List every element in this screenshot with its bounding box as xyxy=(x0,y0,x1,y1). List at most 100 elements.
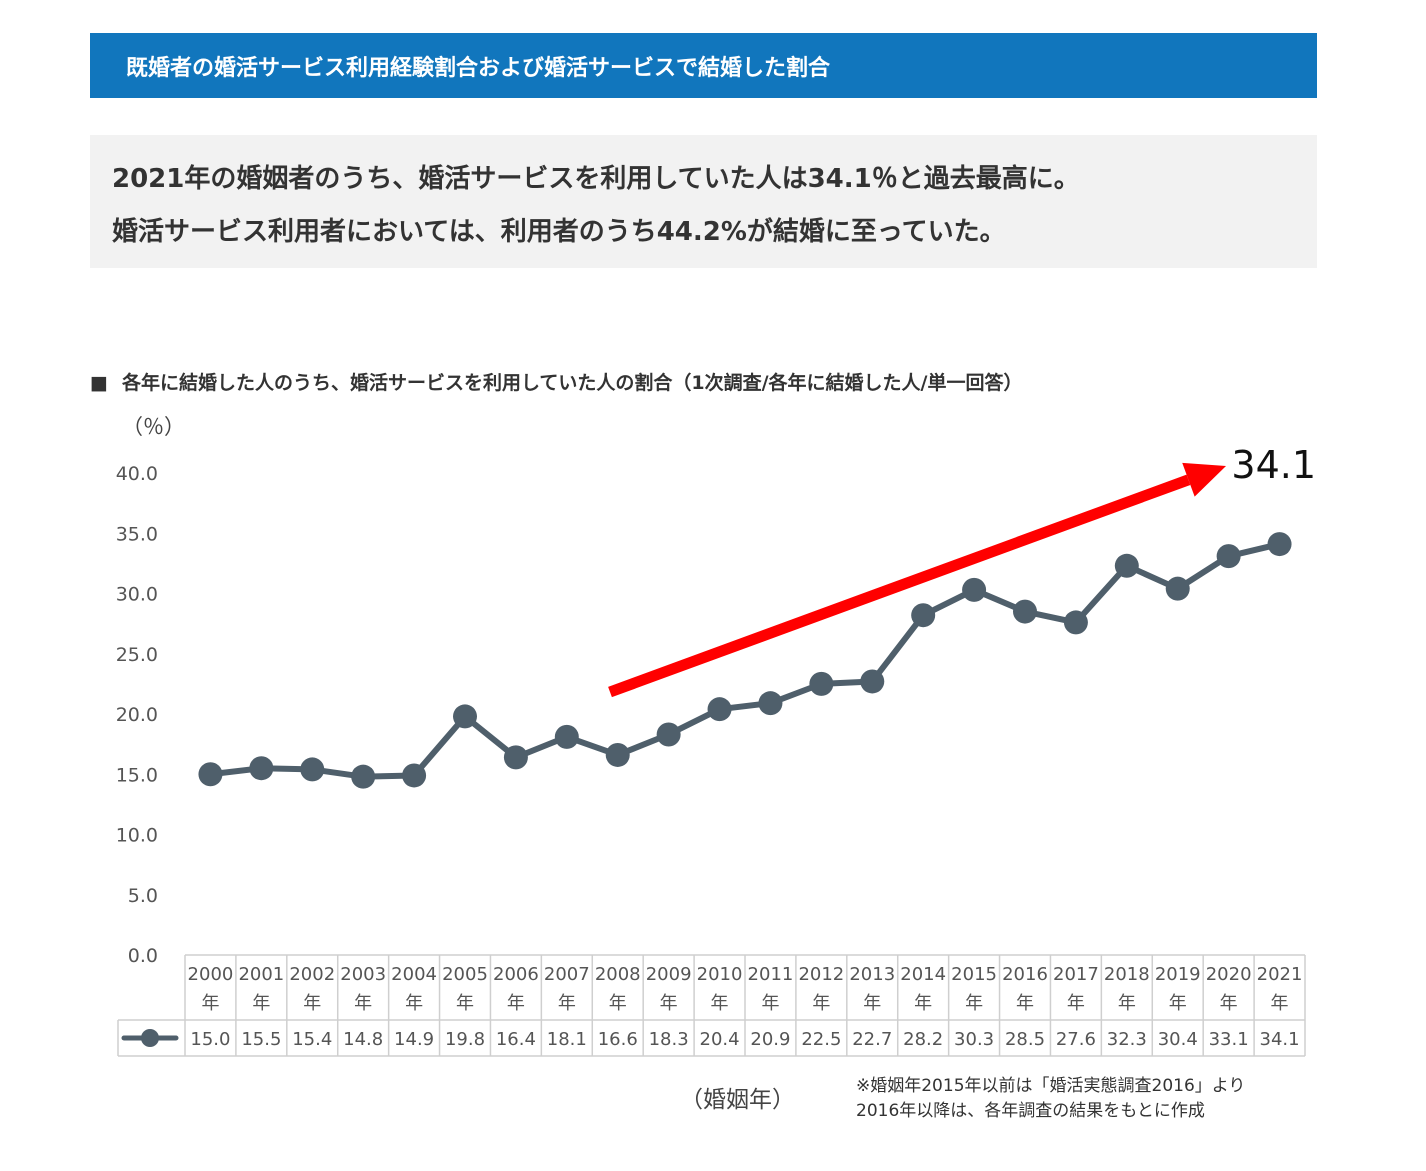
data-label: 16.4 xyxy=(496,1029,536,1050)
data-point xyxy=(962,577,987,602)
series-line xyxy=(210,541,1281,780)
data-label: 18.1 xyxy=(547,1029,587,1050)
data-label: 22.7 xyxy=(852,1029,892,1050)
data-point xyxy=(1216,544,1241,569)
data-point xyxy=(351,764,376,789)
x-tick-label: 2021 xyxy=(1257,964,1303,985)
y-tick-label: 25.0 xyxy=(116,644,158,666)
data-label: 15.0 xyxy=(190,1029,230,1050)
x-tick-label: 2005 xyxy=(442,964,488,985)
x-tick-label: 2009 xyxy=(646,964,692,985)
x-tick-label: 2012 xyxy=(798,964,844,985)
x-tick-label: 2019 xyxy=(1155,964,1201,985)
trend-arrow-head xyxy=(1182,462,1226,497)
data-label: 34.1 xyxy=(1260,1029,1300,1050)
x-tick-label: 2014 xyxy=(900,964,946,985)
data-point xyxy=(554,724,579,749)
data-point xyxy=(300,757,325,782)
data-point xyxy=(1013,599,1037,624)
x-tick-label-suffix: 年 xyxy=(405,993,423,1014)
x-tick-label-suffix: 年 xyxy=(252,993,270,1014)
data-label: 32.3 xyxy=(1107,1029,1147,1050)
footnote-line-1: ※婚姻年2015年以前は「婚活実態調査2016」より xyxy=(856,1076,1246,1096)
data-label: 28.5 xyxy=(1005,1029,1045,1050)
x-tick-label-suffix: 年 xyxy=(660,993,678,1014)
x-tick-label: 2006 xyxy=(493,964,539,985)
x-tick-label-suffix: 年 xyxy=(507,993,525,1014)
y-tick-label: 5.0 xyxy=(128,885,158,907)
x-tick-label-suffix: 年 xyxy=(1118,993,1136,1014)
trend-arrow-shaft xyxy=(608,474,1191,698)
summary-line-1: 2021年の婚姻者のうち、婚活サービスを利用していた人は34.1％と過去最高に。 xyxy=(112,164,1080,194)
data-point xyxy=(656,722,681,747)
x-tick-label: 2003 xyxy=(340,964,386,985)
x-tick-label: 2002 xyxy=(289,964,335,985)
data-label: 20.9 xyxy=(750,1029,790,1050)
x-tick-label: 2018 xyxy=(1104,964,1150,985)
x-tick-label-suffix: 年 xyxy=(965,993,983,1014)
y-tick-label: 15.0 xyxy=(116,764,158,786)
x-tick-label-suffix: 年 xyxy=(1169,993,1187,1014)
data-label: 15.5 xyxy=(241,1029,281,1050)
data-point xyxy=(860,669,885,694)
y-tick-label: 10.0 xyxy=(116,825,158,847)
data-label: 20.4 xyxy=(700,1029,740,1050)
legend-marker xyxy=(141,1029,159,1047)
x-axis-label: （婚姻年） xyxy=(680,1087,795,1113)
x-tick-label-suffix: 年 xyxy=(914,993,932,1014)
x-tick-label: 2020 xyxy=(1206,964,1252,985)
x-tick-label-suffix: 年 xyxy=(1220,993,1238,1014)
square-bullet-icon: ■ xyxy=(90,372,108,394)
chart-caption-text: 各年に結婚した人のうち、婚活サービスを利用していた人の割合（1次調査/各年に結婚… xyxy=(121,372,1023,394)
data-label: 19.8 xyxy=(445,1029,485,1050)
x-tick-label-suffix: 年 xyxy=(456,993,474,1014)
x-tick-label: 2013 xyxy=(849,964,895,985)
x-tick-label-suffix: 年 xyxy=(1016,993,1034,1014)
y-tick-label: 40.0 xyxy=(116,463,158,485)
data-point xyxy=(198,762,223,787)
x-tick-label: 2010 xyxy=(697,964,743,985)
data-point xyxy=(1165,576,1190,601)
y-tick-label: 35.0 xyxy=(116,523,158,545)
data-point xyxy=(402,763,427,788)
footnote-line-2: 2016年以降は、各年調査の結果をもとに作成 xyxy=(856,1101,1205,1121)
x-tick-label: 2007 xyxy=(544,964,590,985)
data-point xyxy=(758,691,783,716)
x-tick-label-suffix: 年 xyxy=(863,993,881,1014)
data-label: 33.1 xyxy=(1209,1029,1249,1050)
x-tick-label-suffix: 年 xyxy=(812,993,830,1014)
data-point xyxy=(503,745,528,770)
x-tick-label: 2011 xyxy=(748,964,794,985)
x-tick-label: 2001 xyxy=(238,964,284,985)
x-tick-label: 2016 xyxy=(1002,964,1048,985)
x-tick-label-suffix: 年 xyxy=(1067,993,1085,1014)
data-point xyxy=(1267,532,1292,557)
x-tick-label-suffix: 年 xyxy=(711,993,729,1014)
x-tick-label: 2015 xyxy=(951,964,997,985)
x-tick-label-suffix: 年 xyxy=(761,993,779,1014)
x-tick-label: 2008 xyxy=(595,964,641,985)
data-label: 30.3 xyxy=(954,1029,994,1050)
x-tick-label-suffix: 年 xyxy=(609,993,627,1014)
x-tick-label-suffix: 年 xyxy=(201,993,219,1014)
x-tick-label: 2004 xyxy=(391,964,437,985)
data-point xyxy=(249,756,274,781)
data-point xyxy=(453,704,477,729)
data-label: 16.6 xyxy=(598,1029,638,1050)
x-tick-label-suffix: 年 xyxy=(354,993,372,1014)
header-bar: 既婚者の婚活サービス利用経験割合および婚活サービスで結婚した割合 xyxy=(90,33,1317,98)
y-axis-unit-label: （％） xyxy=(122,415,185,439)
x-tick-label-suffix: 年 xyxy=(558,993,576,1014)
x-tick-label: 2017 xyxy=(1053,964,1099,985)
data-label: 18.3 xyxy=(649,1029,689,1050)
data-label: 28.2 xyxy=(903,1029,943,1050)
x-tick-label-suffix: 年 xyxy=(1271,993,1289,1014)
data-point xyxy=(1063,610,1088,635)
chart-caption: ■ 各年に結婚した人のうち、婚活サービスを利用していた人の割合（1次調査/各年に結… xyxy=(90,368,1023,395)
data-label: 14.8 xyxy=(343,1029,383,1050)
x-tick-label: 2000 xyxy=(188,964,234,985)
data-point xyxy=(911,603,936,628)
y-tick-label: 0.0 xyxy=(128,945,158,967)
data-label: 22.5 xyxy=(801,1029,841,1050)
